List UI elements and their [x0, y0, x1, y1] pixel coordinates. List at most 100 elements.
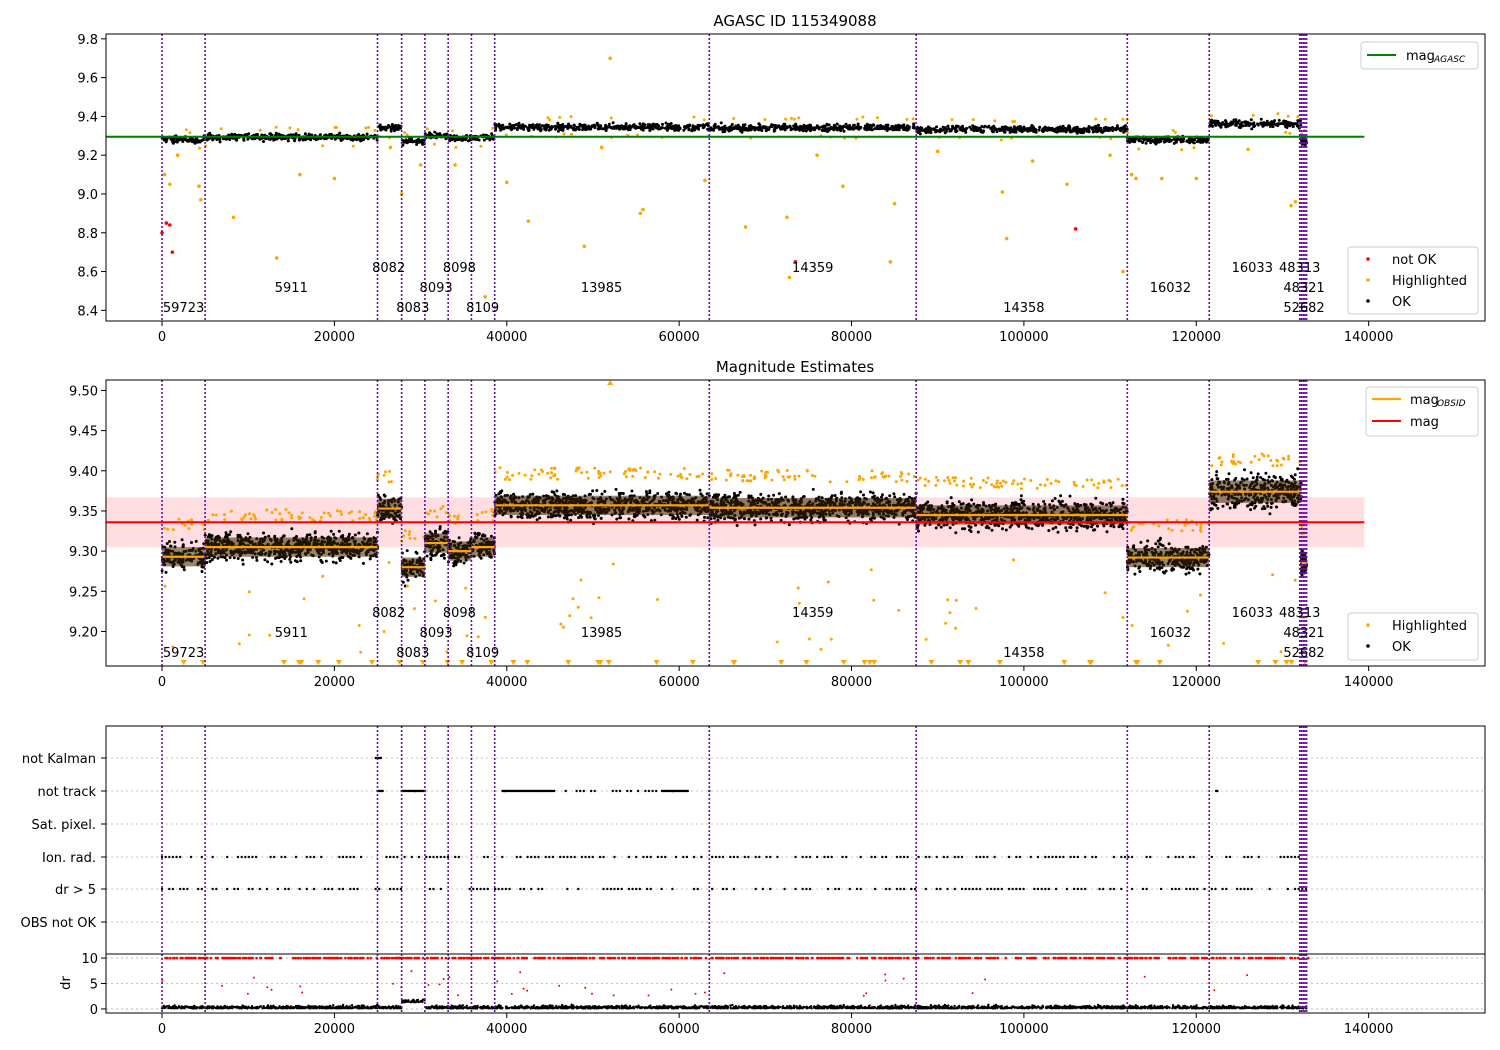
x-tick-label: 40000: [486, 330, 527, 345]
legend-label-mag: mag: [1410, 415, 1439, 430]
highlighted-point: [582, 244, 587, 249]
clipped-low-marker: [315, 660, 322, 665]
y-tick-label: 8.4: [77, 304, 98, 319]
highlighted-point: [418, 163, 423, 167]
panel-agasc-magnitude: AGASC ID 115349088 59723 5911 8082 8083 8093…: [77, 12, 1486, 345]
highlighted-outliers-segment: [1222, 573, 1297, 654]
highlighted-point: [1194, 176, 1199, 181]
panel1-legends: mag AGASC not OK Highlighted OK: [1347, 41, 1479, 315]
obsid-label: 52682: [1283, 301, 1324, 316]
clipped-low-marker: [866, 660, 873, 665]
panel4-axes: 0 5 10 dr 0 20000 40000 60000 80000 100000 120000 1…: [59, 952, 1393, 1037]
highlighted-outliers-segment: [163, 584, 175, 649]
obsid-label: 14359: [792, 261, 833, 276]
highlighted-point: [453, 163, 457, 167]
obsid-label: 48313: [1279, 261, 1320, 276]
not-ok-point: [1073, 227, 1078, 231]
not-ok-point: [164, 221, 169, 225]
highlighted-point: [388, 145, 393, 150]
clipped-low-marker: [565, 660, 572, 665]
flag-category-label: Sat. pixel.: [32, 818, 96, 833]
legend-frame: [1360, 41, 1479, 70]
clipped-low-marker: [1133, 660, 1140, 665]
x-tick-label: 120000: [1171, 1022, 1221, 1037]
clipped-low-marker: [510, 660, 517, 665]
highlighted-point: [1129, 172, 1134, 177]
clipped-low-marker: [689, 660, 696, 665]
obsid-label: 8093: [420, 626, 453, 641]
legend-marker: [1366, 257, 1370, 261]
obsid-label: 8082: [372, 606, 405, 621]
ok-points-segment: [377, 123, 403, 133]
highlighted-points-segment: [376, 469, 393, 484]
highlighted-point: [815, 153, 819, 157]
panel3-axes: not Kalman not track Sat. pixel. Ion. rad. d…: [21, 752, 106, 931]
legend-marker: [1366, 623, 1370, 627]
highlighted-points-segment: [1209, 112, 1300, 135]
x-tick-label: 20000: [314, 675, 355, 690]
y-tick-label: 9.4: [77, 110, 98, 125]
highlighted-point: [1065, 182, 1069, 187]
clipped-low-marker: [369, 660, 376, 665]
obsid-label: 59723: [163, 301, 204, 316]
highlighted-outliers-segment: [924, 558, 1125, 641]
x-tick-label: 80000: [831, 675, 872, 690]
ok-points-segment: [1300, 136, 1309, 147]
highlighted-outliers-segment: [433, 599, 449, 654]
highlighted-point: [1000, 190, 1005, 194]
clipped-low-marker: [778, 660, 785, 665]
highlighted-point: [483, 294, 488, 299]
clipped-low-marker: [731, 660, 738, 665]
x-tick-label: 20000: [314, 1022, 355, 1037]
highlighted-point: [888, 260, 893, 264]
clipped-low-marker: [1283, 660, 1290, 665]
legend-subscript-agasc: AGASC: [1433, 55, 1466, 65]
y-tick-label: 9.45: [69, 425, 98, 440]
highlighted-points-segment: [206, 508, 379, 523]
clipped-low-marker: [965, 660, 972, 665]
legend-label-agasc: mag: [1406, 49, 1435, 64]
clipped-low-marker: [653, 660, 660, 665]
highlighted-points-segment: [475, 507, 495, 523]
highlighted-point: [332, 176, 337, 181]
x-tick-label: 60000: [658, 675, 699, 690]
highlighted-point: [841, 184, 845, 189]
obsid-label: 13985: [581, 626, 622, 641]
highlighted-points-segment: [451, 129, 458, 149]
panel3-plot-area: [106, 726, 1485, 954]
ok-points-segment: [707, 121, 916, 134]
obsid-label: 8093: [420, 281, 453, 296]
legend-label: not OK: [1392, 253, 1437, 268]
highlighted-point: [892, 201, 897, 206]
panel3-frame: [105, 725, 1486, 955]
highlighted-outliers-segment: [464, 586, 469, 638]
obsid-label: 16033: [1232, 606, 1273, 621]
highlighted-outliers-segment: [382, 561, 391, 633]
highlighted-points-segment: [1125, 128, 1196, 152]
highlighted-points-segment: [916, 475, 1128, 491]
panel2-axes: 0 20000 40000 60000 80000 100000 120000 140000 9…: [69, 384, 1393, 690]
legend-label-obsid: mag: [1410, 393, 1439, 408]
legend-marker: [1366, 644, 1370, 648]
clipped-low-marker: [957, 660, 964, 665]
dr-ok-points: [160, 998, 1308, 1010]
obsid-label: 8109: [466, 301, 499, 316]
flag-category-label: not Kalman: [22, 752, 96, 767]
obsid-label: 48313: [1279, 606, 1320, 621]
y-tick-label: 9.25: [69, 585, 98, 600]
x-tick-label: 100000: [999, 675, 1049, 690]
y-tick-label: 9.40: [69, 465, 98, 480]
y-tick-label: 9.30: [69, 545, 98, 560]
clipped-low-marker: [605, 660, 612, 665]
highlighted-point: [167, 182, 172, 187]
highlighted-points-segment: [448, 514, 460, 525]
clipped-low-marker: [524, 660, 531, 665]
x-tick-label: 20000: [314, 330, 355, 345]
not-ok-point: [167, 223, 172, 227]
highlighted-point: [526, 219, 531, 223]
clipped-low-marker: [459, 660, 466, 665]
x-tick-label: 60000: [658, 330, 699, 345]
panel-flags: not Kalman not track Sat. pixel. Ion. rad. d…: [21, 725, 1486, 955]
clipped-low-marker: [180, 660, 187, 665]
